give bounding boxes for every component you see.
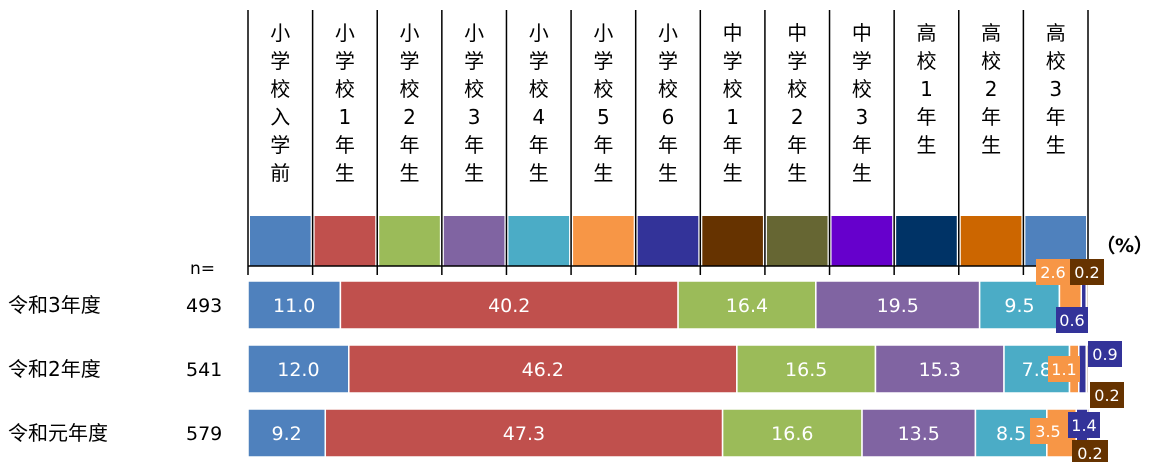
data-label: 9.5 [1004, 295, 1034, 317]
data-label: 1.1 [1051, 360, 1076, 379]
data-label: 16.5 [785, 359, 827, 381]
legend-swatch [637, 216, 699, 266]
legend-label: 小学校 1 年生 [335, 21, 355, 185]
data-label: 13.5 [898, 423, 940, 445]
data-label-box [1088, 341, 1122, 367]
category-labels: 令和3年度 493 令和2年度 541 令和元年度 579 [8, 293, 222, 445]
n-header: n= [190, 259, 215, 279]
bar-segment [736, 344, 877, 394]
data-label-box [1070, 259, 1104, 285]
legend-label: 小学校 4 年生 [529, 21, 549, 185]
legend-label: 小学校 5 年生 [593, 21, 613, 185]
category-label: 令和3年度 [8, 293, 101, 317]
data-label: 47.3 [503, 423, 545, 445]
legend-label: 高校 2 年生 [981, 21, 1001, 157]
data-label: 46.2 [522, 359, 564, 381]
data-label: 3.5 [1035, 422, 1060, 441]
data-label: 8.5 [996, 423, 1026, 445]
data-label-box [1068, 412, 1100, 438]
data-label: 2.6 [1040, 263, 1065, 282]
bar-segment [339, 280, 679, 330]
legend-label: 高校 1 年生 [916, 21, 936, 157]
legend-swatch [573, 216, 634, 266]
legend-label: 中学校 1 年生 [723, 21, 743, 185]
data-labels: 11.0 40.2 16.4 19.5 9.5 2.6 0.6 0.2 12.0 46.2 16.5… [272, 259, 1124, 462]
category-label: 令和元年度 [8, 421, 108, 445]
bar-segment [874, 344, 1005, 394]
legend-label: 小学校 3 年生 [464, 21, 484, 185]
bar-segment [324, 408, 724, 458]
category-label: 令和2年度 [8, 357, 101, 381]
legend-swatch [314, 216, 376, 266]
data-label: 12.0 [277, 359, 319, 381]
data-label: 0.2 [1077, 444, 1102, 462]
data-label: 7.8 [1022, 359, 1052, 381]
bar-segment [247, 408, 327, 458]
bar-segment [815, 280, 981, 330]
data-label: 0.6 [1059, 311, 1084, 330]
data-label: 11.0 [273, 295, 315, 317]
legend-swatch [766, 216, 828, 266]
legend-label: 小学校 2 年生 [400, 21, 420, 185]
legend-swatch [508, 216, 570, 266]
n-value: 493 [186, 295, 222, 317]
bar-segment [1085, 344, 1089, 394]
data-label-box [1036, 259, 1070, 285]
top-axis [247, 265, 1089, 275]
unit-label: （%） [1096, 234, 1153, 257]
n-value: 541 [186, 359, 222, 381]
legend-label: 中学校 3 年生 [852, 21, 872, 185]
legend-swatch [443, 216, 505, 266]
data-label-box [1048, 356, 1080, 382]
data-label: 0.9 [1092, 345, 1117, 364]
legend-label: 小学校 6 年生 [658, 21, 678, 185]
bar-segment [861, 408, 977, 458]
legend-swatch [379, 216, 440, 266]
legend-swatch [1025, 216, 1086, 266]
data-label: 1.4 [1071, 416, 1096, 435]
bar-segments [247, 280, 1091, 458]
data-label: 16.6 [771, 423, 813, 445]
bar-segment [721, 408, 863, 458]
data-label: 9.2 [272, 423, 302, 445]
bar-segment [677, 280, 817, 330]
legend: 小学校入学前 小学校 1 年生 小学校 2 年生 小学校 3 年生 小学校 4 年生 小学校 5 年生 小学校 6… [247, 10, 1089, 266]
legend-label: 高校 3 年生 [1046, 21, 1066, 157]
legend-swatch [896, 216, 957, 266]
data-label-box [1072, 440, 1108, 462]
data-label: 0.2 [1094, 386, 1119, 405]
legend-swatch [702, 216, 763, 266]
data-label: 40.2 [488, 295, 530, 317]
legend-label: 小学校入学前 [270, 21, 290, 185]
data-label: 16.4 [726, 295, 768, 317]
legend-swatch [250, 216, 311, 266]
data-label: 19.5 [877, 295, 919, 317]
data-label-box [1030, 418, 1066, 444]
data-label: 15.3 [919, 359, 961, 381]
n-value: 579 [186, 423, 222, 445]
bar-segment [247, 344, 350, 394]
legend-swatch [831, 216, 893, 266]
data-label: 0.2 [1074, 263, 1099, 282]
legend-label: 中学校 2 年生 [787, 21, 807, 185]
data-label-box [1090, 382, 1124, 408]
bar-segment [978, 280, 1061, 330]
legend-swatch [960, 216, 1022, 266]
data-label-box [1056, 307, 1088, 333]
